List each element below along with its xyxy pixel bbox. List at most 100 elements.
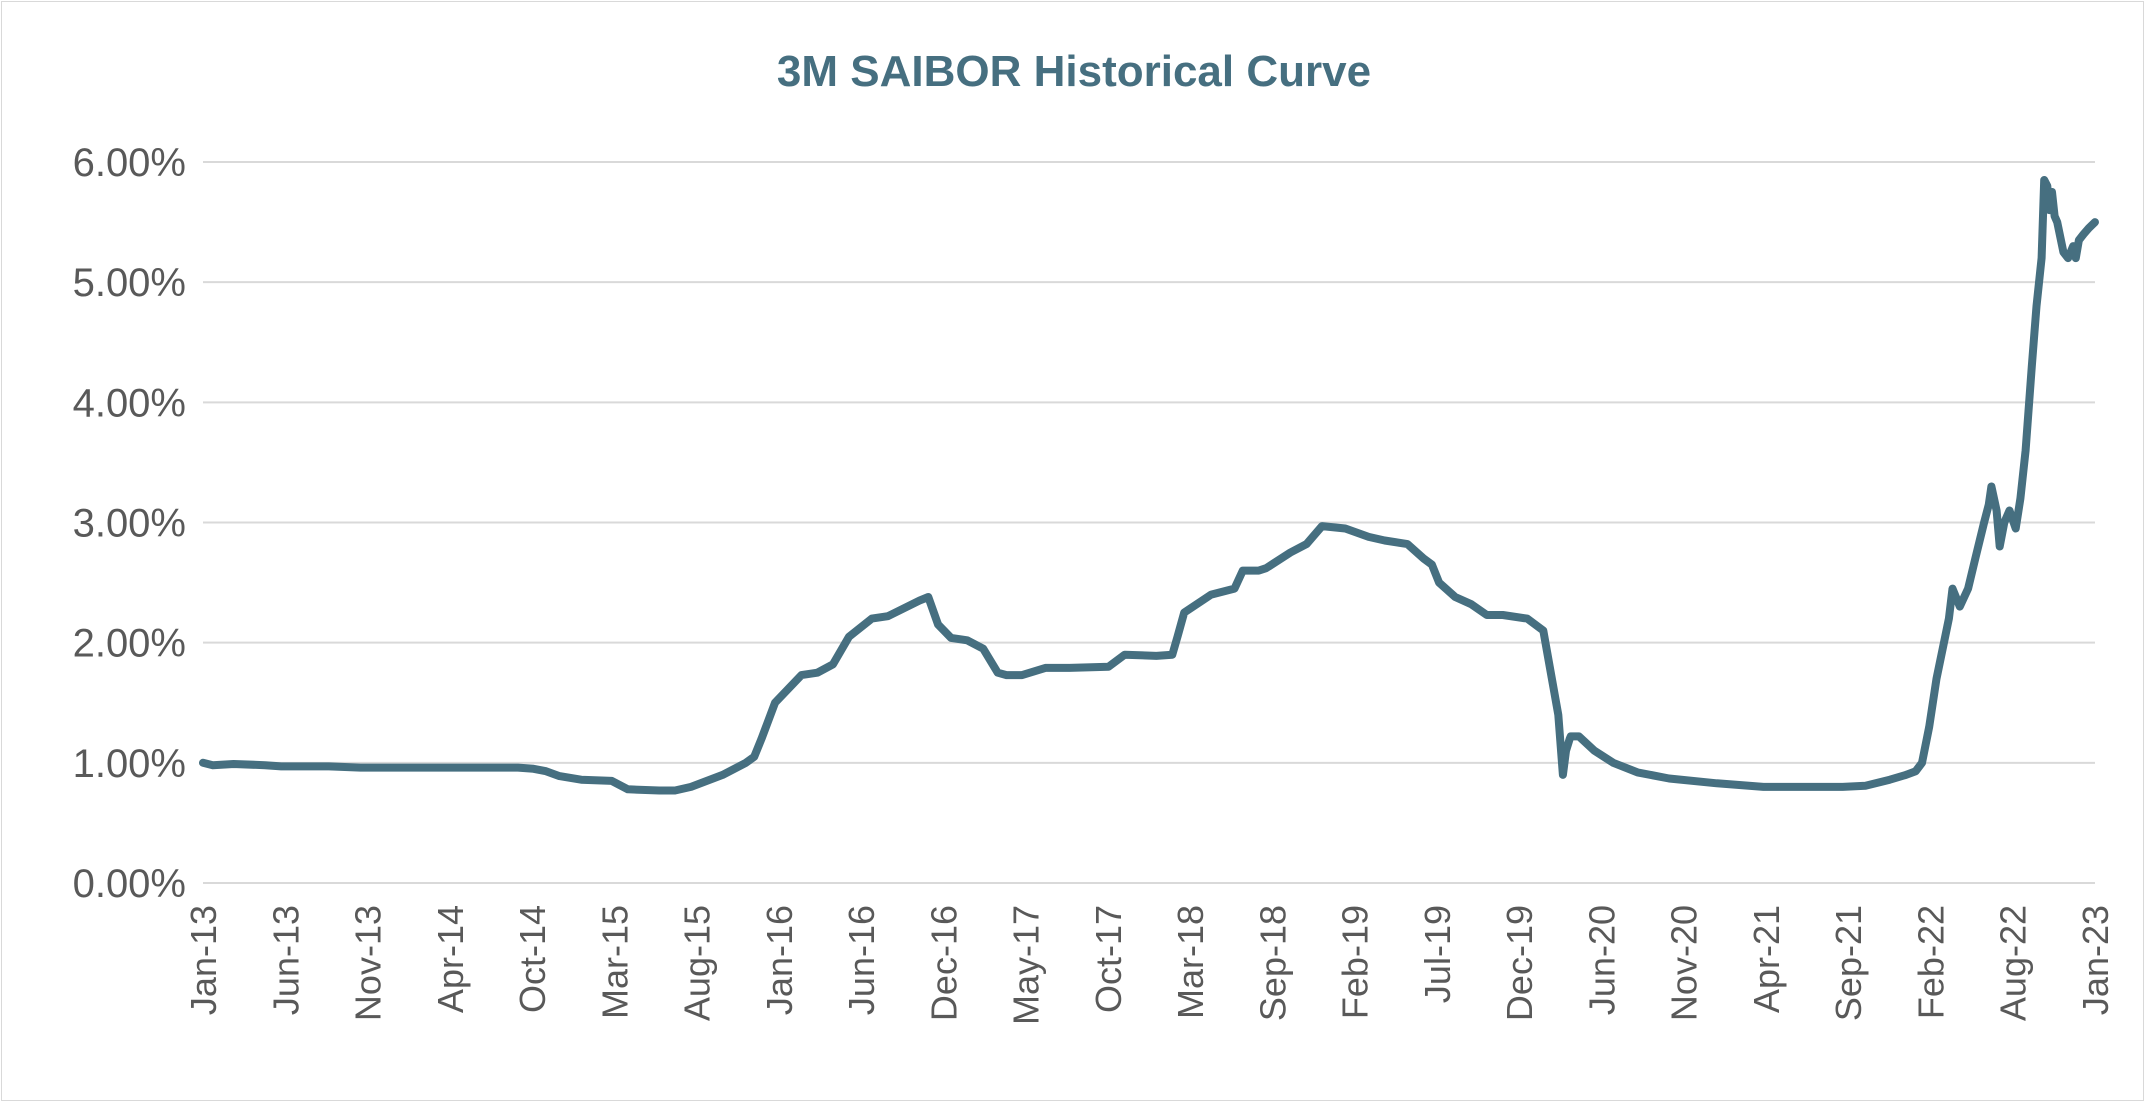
data-point — [1499, 611, 1507, 619]
data-point — [1231, 585, 1238, 593]
x-tick-label: Oct-17 — [1088, 905, 1129, 1013]
series-group — [199, 176, 2099, 795]
data-point — [963, 636, 971, 644]
data-point — [209, 761, 217, 769]
data-point — [2043, 182, 2051, 190]
data-point — [994, 669, 1002, 677]
data-point — [1567, 732, 1575, 740]
data-point — [687, 783, 695, 791]
data-point — [325, 762, 333, 770]
data-point — [1634, 768, 1641, 776]
data-point — [2059, 248, 2067, 256]
data-point — [2075, 236, 2083, 244]
data-point — [277, 762, 285, 770]
data-point — [868, 615, 876, 623]
x-tick-label: Oct-14 — [512, 905, 553, 1013]
x-tick-label: Sep-21 — [1828, 905, 1869, 1021]
data-point — [608, 777, 616, 785]
x-tick-label: Feb-19 — [1335, 905, 1376, 1019]
x-axis-tick-labels: Jan-13 Jun-13 Nov-13 Apr-14 Oct-14 Mar-15 Aug-… — [183, 905, 2116, 1025]
data-point — [1902, 771, 1910, 779]
data-point — [1980, 519, 1988, 526]
data-point — [750, 753, 758, 761]
data-point — [845, 633, 853, 641]
data-point — [1949, 585, 1956, 593]
y-tick-label: 6.00% — [73, 141, 186, 185]
data-point — [1971, 555, 1979, 562]
x-tick-label: Jun-13 — [265, 905, 306, 1015]
data-point — [813, 669, 821, 677]
y-axis-tick-labels: 0.00% 1.00% 2.00% 3.00% 4.00% 5.00% 6.00% — [73, 141, 186, 906]
data-point — [1168, 651, 1176, 659]
x-tick-label: Aug-15 — [677, 905, 718, 1021]
data-point — [1559, 771, 1567, 779]
data-point — [1609, 759, 1617, 767]
data-point — [1239, 567, 1247, 575]
data-point — [1807, 783, 1815, 791]
x-tick-label: Jul-19 — [1417, 905, 1458, 1003]
data-point — [1886, 776, 1894, 784]
data-point — [577, 776, 585, 784]
data-point — [1262, 564, 1270, 572]
data-point — [1996, 543, 2004, 550]
data-point — [2000, 519, 2008, 526]
data-point — [1303, 540, 1310, 548]
data-point — [555, 772, 563, 780]
data-point — [1956, 603, 1964, 611]
y-tick-label: 4.00% — [73, 381, 186, 425]
data-point — [230, 760, 238, 768]
data-point — [388, 764, 396, 772]
data-point — [542, 767, 550, 775]
data-point — [934, 621, 942, 629]
chart-title: 3M SAIBOR Historical Curve — [777, 47, 1371, 96]
data-point — [1018, 671, 1026, 679]
x-tick-label: Jun-20 — [1581, 905, 1622, 1015]
data-point — [1286, 549, 1294, 556]
data-point — [1945, 615, 1953, 623]
data-point — [2051, 212, 2059, 220]
x-tick-label: Jun-16 — [841, 905, 882, 1015]
data-point — [671, 787, 679, 794]
data-point — [1451, 593, 1459, 601]
x-tick-label: Jan-13 — [183, 905, 224, 1015]
data-point — [655, 787, 663, 794]
data-point — [1918, 759, 1926, 767]
data-point — [829, 660, 837, 668]
data-point — [1435, 579, 1443, 587]
data-point — [2091, 218, 2099, 226]
data-point — [2012, 525, 2020, 532]
data-point — [2048, 188, 2056, 196]
data-point — [1318, 522, 1326, 530]
data-point — [2033, 302, 2040, 310]
data-point — [719, 771, 727, 779]
y-tick-label: 1.00% — [73, 742, 186, 786]
data-point — [1207, 591, 1215, 599]
data-point — [1839, 783, 1847, 791]
data-point — [2022, 446, 2030, 454]
x-tick-label: Aug-22 — [1993, 905, 2034, 1021]
data-point — [1381, 537, 1389, 544]
data-point — [979, 645, 987, 653]
data-point — [2080, 230, 2088, 238]
data-point — [1152, 652, 1160, 660]
x-tick-label: Nov-20 — [1664, 905, 1705, 1021]
data-point — [2085, 224, 2093, 232]
data-point — [1420, 555, 1428, 562]
y-tick-label: 3.00% — [73, 502, 186, 546]
data-point — [1523, 615, 1531, 623]
data-point — [924, 593, 932, 601]
data-point — [1665, 775, 1673, 782]
data-point — [2016, 495, 2024, 502]
data-point — [514, 764, 522, 772]
data-point — [1539, 627, 1547, 635]
data-point — [2038, 254, 2046, 262]
data-point — [797, 671, 805, 679]
data-point — [884, 612, 892, 620]
data-point — [1964, 585, 1972, 593]
data-point — [482, 764, 490, 772]
y-tick-label: 5.00% — [73, 261, 186, 305]
data-point — [2072, 254, 2080, 262]
data-point — [1925, 723, 1933, 731]
data-point — [2006, 507, 2013, 514]
